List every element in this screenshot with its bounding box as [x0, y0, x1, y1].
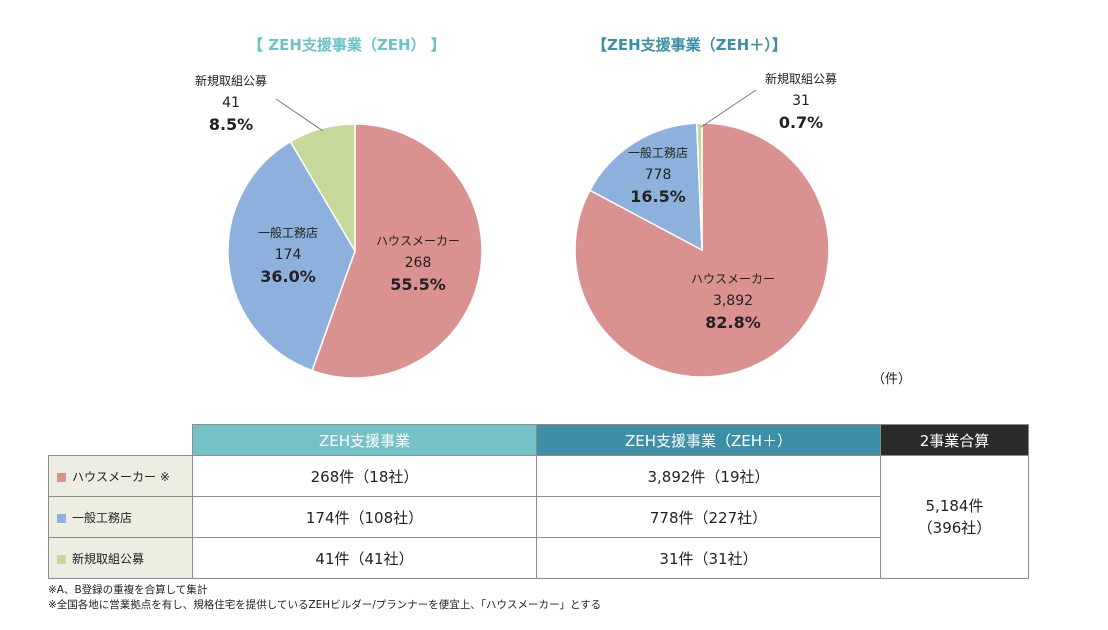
footnote-1: ※A、B登録の重複を合算して集計: [48, 584, 208, 596]
cell-zeh-plus: 778件（227社）: [536, 496, 881, 538]
slice-label-builder-zeh-plus: 一般工務店 778 16.5%: [613, 142, 703, 208]
pie-slice-new-entry: [695, 122, 703, 251]
slice-name: 新規取組公募: [194, 74, 267, 88]
total-companies: （396社）: [917, 519, 992, 537]
pie-zeh: [227, 123, 483, 379]
leader-line-new-zeh: [275, 98, 324, 132]
unit-label: （件）: [872, 372, 912, 387]
color-swatch: [57, 513, 66, 523]
slice-name: ハウスメーカー: [690, 272, 775, 286]
table-row: ハウスメーカー ※ 268件（18社） 3,892件（19社） 5,184件 （…: [48, 455, 1029, 579]
pie-slice-builder: [588, 122, 703, 252]
total-count: 5,184件: [925, 497, 984, 515]
pie-slice-house-maker: [311, 123, 483, 379]
slice-percent: 16.5%: [630, 187, 686, 206]
slice-percent: 0.7%: [778, 113, 824, 132]
row-label-text: 一般工務店: [72, 510, 133, 525]
slice-label-house-maker-zeh: ハウスメーカー 268 55.5%: [373, 230, 463, 296]
slice-value: 174: [274, 247, 302, 263]
cell-zeh: 268件（18社）: [192, 455, 537, 497]
slice-label-builder-zeh: 一般工務店 174 36.0%: [243, 222, 333, 288]
cell-total: 5,184件 （396社）: [880, 455, 1029, 579]
table-header-row: ZEH支援事業 ZEH支援事業（ZEH＋） 2事業合算: [49, 424, 1029, 456]
footnote-2: ※全国各地に営業拠点を有し、規格住宅を提供しているZEHビルダー/プランナーを便…: [48, 599, 602, 611]
slice-value: 41: [222, 95, 240, 111]
row-label-builder: 一般工務店: [48, 496, 193, 538]
color-swatch: [57, 472, 66, 482]
slice-name: 一般工務店: [257, 226, 318, 240]
cell-zeh-plus: 31件（31社）: [536, 537, 881, 579]
table-corner: [49, 425, 193, 456]
chart-title-zeh-plus: 【ZEH支援事業（ZEH＋）】: [592, 36, 787, 54]
slice-percent: 8.5%: [208, 115, 254, 134]
color-swatch: [57, 554, 66, 564]
table-row: 一般工務店 174件（108社） 778件（227社）: [48, 496, 1029, 538]
slice-value: 3,892: [712, 293, 754, 309]
cell-zeh: 41件（41社）: [192, 537, 537, 579]
slice-name: ハウスメーカー: [375, 234, 460, 248]
pie-zeh-plus: [574, 122, 830, 378]
cell-zeh-plus: 3,892件（19社）: [536, 455, 881, 497]
row-label-house-maker: ハウスメーカー ※: [48, 455, 193, 497]
slice-label-new-zeh-plus: 新規取組公募 31 0.7%: [756, 68, 846, 134]
slice-label-new-zeh: 新規取組公募 41 8.5%: [186, 70, 276, 136]
row-label-text: 新規取組公募: [72, 551, 145, 566]
pie-charts: [227, 89, 830, 379]
header-zeh: ZEH支援事業: [192, 424, 537, 456]
row-label-text: ハウスメーカー ※: [72, 469, 170, 484]
slice-percent: 36.0%: [260, 267, 316, 286]
slice-value: 31: [792, 93, 810, 109]
pie-slice-new-entry: [289, 123, 356, 254]
table-row: 新規取組公募 41件（41社） 31件（31社）: [48, 537, 1029, 579]
slice-label-house-maker-zeh-plus: ハウスメーカー 3,892 82.8%: [688, 268, 778, 334]
slice-percent: 82.8%: [705, 313, 761, 332]
slice-name: 一般工務店: [627, 146, 688, 160]
row-label-new: 新規取組公募: [48, 537, 193, 579]
slice-value: 268: [404, 255, 432, 271]
slice-percent: 55.5%: [390, 275, 446, 294]
cell-zeh: 174件（108社）: [192, 496, 537, 538]
summary-table: ZEH支援事業 ZEH支援事業（ZEH＋） 2事業合算 ハウスメーカー ※ 26…: [48, 424, 1029, 579]
chart-title-zeh: 【 ZEH支援事業（ZEH） 】: [248, 36, 446, 54]
pie-slice-builder: [227, 140, 356, 372]
header-total: 2事業合算: [880, 424, 1029, 456]
leader-line-new-zeh-plus: [700, 89, 757, 128]
slice-value: 778: [644, 167, 672, 183]
slice-name: 新規取組公募: [764, 72, 837, 86]
header-zeh-plus: ZEH支援事業（ZEH＋）: [536, 424, 881, 456]
